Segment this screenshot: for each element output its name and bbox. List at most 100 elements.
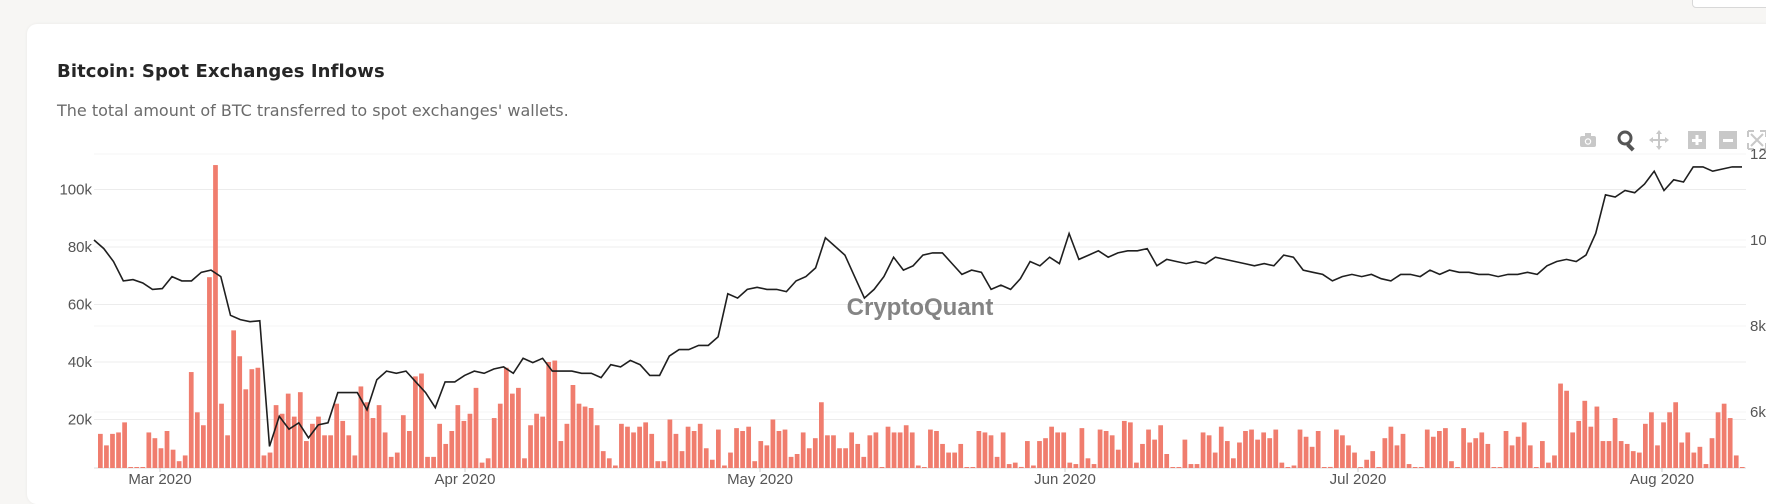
bar-175 <box>1158 425 1164 468</box>
zoom-in-icon[interactable] <box>1685 128 1709 152</box>
autoscale-icon[interactable] <box>1745 128 1766 152</box>
x-tick-2: May 2020 <box>727 471 793 488</box>
bar-141 <box>952 452 958 468</box>
bar-132 <box>897 432 903 468</box>
bar-149 <box>1000 432 1006 468</box>
bar-167 <box>1109 435 1115 468</box>
bar-257 <box>1655 445 1660 468</box>
bar-58 <box>449 431 455 468</box>
bar-143 <box>964 467 970 468</box>
bar-203 <box>1327 466 1333 468</box>
bar-270 <box>1733 455 1739 468</box>
bar-250 <box>1612 418 1618 468</box>
bar-236 <box>1527 445 1533 468</box>
bar-136 <box>922 467 927 468</box>
bar-227 <box>1473 438 1479 468</box>
bar-52 <box>413 376 418 468</box>
bar-265 <box>1703 464 1709 468</box>
bar-50 <box>400 415 406 468</box>
y-right-tick-0: 6k <box>1750 404 1766 421</box>
bar-190 <box>1249 429 1254 468</box>
bar-200 <box>1309 446 1315 468</box>
bar-216 <box>1406 464 1412 468</box>
pan-icon[interactable] <box>1647 128 1671 152</box>
bar-142 <box>958 443 964 468</box>
bar-209 <box>1364 459 1370 468</box>
bar-80 <box>582 406 588 468</box>
bar-185 <box>1218 426 1224 468</box>
bar-112 <box>776 431 782 468</box>
watermark: CryptoQuant <box>847 294 994 321</box>
bar-247 <box>1594 406 1600 468</box>
bar-126 <box>861 456 867 468</box>
bar-131 <box>891 432 897 468</box>
bar-259 <box>1667 412 1672 468</box>
bar-201 <box>1315 431 1321 468</box>
bar-24 <box>243 389 249 468</box>
bar-194 <box>1273 429 1279 468</box>
bar-51 <box>407 431 412 468</box>
bar-69 <box>516 387 521 468</box>
bar-46 <box>376 405 382 468</box>
bar-32 <box>291 416 297 468</box>
bar-25 <box>249 369 255 468</box>
bar-107 <box>746 426 752 468</box>
bar-181 <box>1194 464 1200 468</box>
bar-123 <box>843 448 848 468</box>
bar-36 <box>316 416 321 468</box>
bar-230 <box>1491 467 1497 468</box>
bar-111 <box>770 419 776 468</box>
bar-73 <box>540 416 546 468</box>
bar-65 <box>491 418 497 468</box>
bar-74 <box>546 362 552 468</box>
y-left-tick-1: 40k <box>68 354 93 371</box>
bar-153 <box>1025 441 1030 468</box>
bar-48 <box>388 456 394 468</box>
bar-124 <box>849 432 855 468</box>
zoom-icon[interactable] <box>1615 128 1639 152</box>
x-tick-4: Jul 2020 <box>1330 471 1387 488</box>
bar-161 <box>1073 464 1079 468</box>
bar-238 <box>1540 441 1545 468</box>
bar-157 <box>1049 426 1054 468</box>
bar-140 <box>946 452 951 468</box>
bar-88 <box>631 432 636 468</box>
bar-184 <box>1212 452 1218 468</box>
bar-11 <box>164 431 170 468</box>
bar-26 <box>255 367 261 468</box>
top-right-control[interactable] <box>1692 0 1766 8</box>
bar-28 <box>267 452 273 468</box>
bar-193 <box>1267 438 1273 468</box>
camera-icon[interactable] <box>1576 128 1600 152</box>
bar-226 <box>1467 442 1473 468</box>
bar-96 <box>679 451 685 468</box>
bar-186 <box>1224 441 1230 468</box>
zoom-out-icon[interactable] <box>1716 128 1740 152</box>
bar-245 <box>1582 400 1588 468</box>
bar-53 <box>419 373 424 468</box>
bar-1 <box>104 445 109 468</box>
bar-37 <box>322 435 327 468</box>
bar-137 <box>928 429 933 468</box>
bar-99 <box>697 423 703 468</box>
bar-128 <box>873 432 879 468</box>
bar-204 <box>1334 429 1339 468</box>
bar-240 <box>1552 455 1557 468</box>
bar-68 <box>510 393 515 468</box>
bar-225 <box>1461 428 1466 468</box>
bar-258 <box>1661 422 1666 468</box>
bar-129 <box>879 467 885 468</box>
bar-115 <box>794 454 800 468</box>
bar-192 <box>1261 432 1267 468</box>
bar-139 <box>940 443 945 468</box>
bar-127 <box>867 435 873 468</box>
bar-series <box>98 165 1745 468</box>
y-left-tick-3: 80k <box>68 239 93 256</box>
bar-38 <box>328 435 333 468</box>
bar-228 <box>1479 432 1485 468</box>
bar-135 <box>915 465 921 468</box>
bar-55 <box>431 456 436 468</box>
bar-212 <box>1382 438 1388 468</box>
bar-210 <box>1370 451 1376 468</box>
